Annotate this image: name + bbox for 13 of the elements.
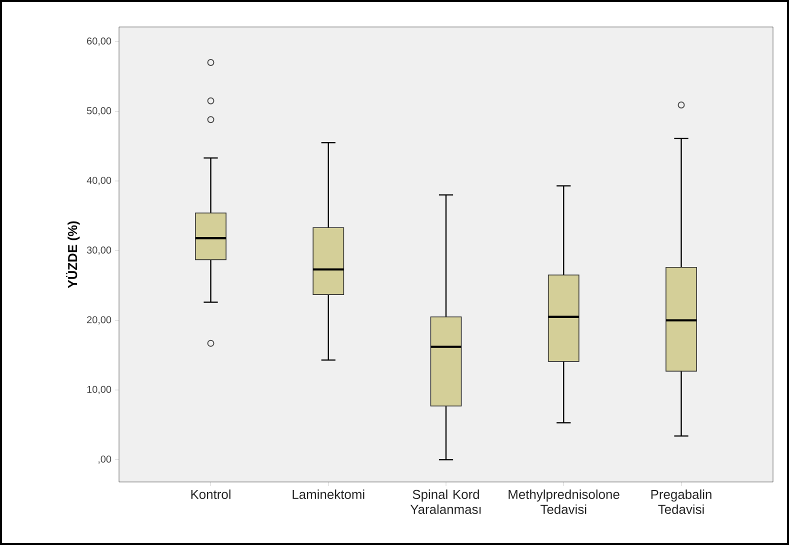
y-axis-title: YÜZDE (%): [66, 221, 80, 288]
x-tick-label: Laminektomi: [292, 490, 364, 500]
x-tick-label: Kontrol: [191, 490, 230, 500]
x-tick-label: Methylprednisolone Tedavisi: [508, 490, 620, 514]
x-tick-label: Pregabalin Tedavisi: [651, 490, 712, 514]
y-tick-label: ,00: [98, 456, 112, 464]
x-tick-label: Spinal Kord Yaralanması: [410, 490, 481, 514]
y-tick-label: 30,00: [86, 246, 112, 255]
y-tick-label: 40,00: [86, 176, 112, 186]
y-tick-label: 20,00: [87, 316, 112, 324]
y-tick-label: 60,00: [87, 38, 112, 46]
y-tick-label: 50,00: [86, 107, 112, 116]
y-tick-label: 10,00: [87, 386, 112, 394]
